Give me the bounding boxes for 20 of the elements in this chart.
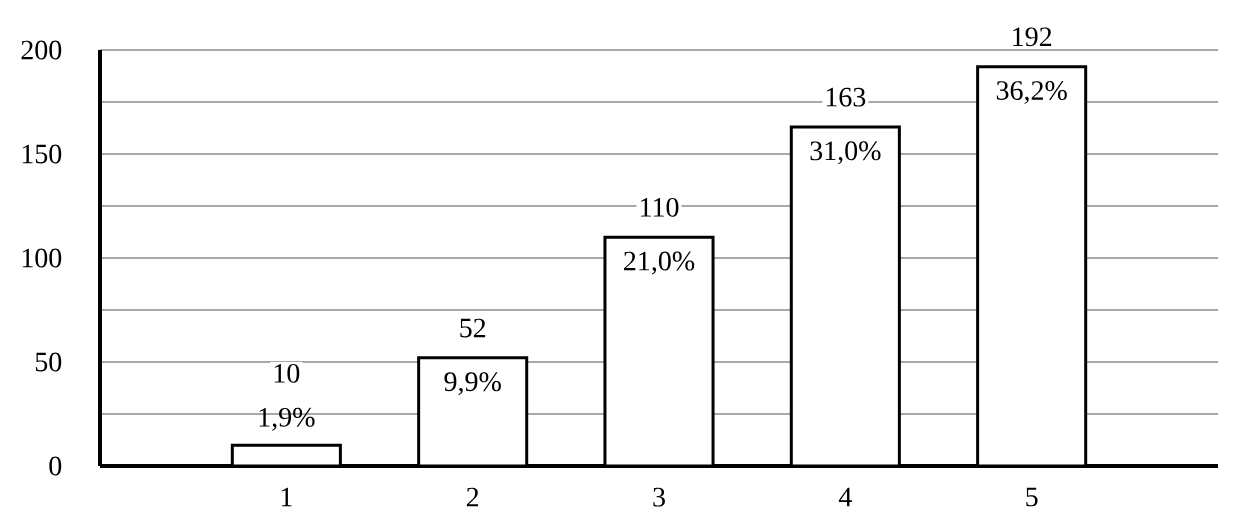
annotation: 36,2%	[996, 81, 1067, 104]
y-tick-label: 150	[22, 144, 62, 164]
annotation: 1,9%	[259, 407, 315, 431]
annotation: 31,0%	[810, 141, 881, 165]
data-label: 110	[640, 197, 679, 217]
y-tick-label: 100	[22, 248, 62, 268]
x-tick-label: 1	[281, 487, 292, 507]
x-tick-label: 3	[653, 487, 665, 507]
x-tick-label: 5	[1026, 487, 1038, 507]
data-label: 163	[826, 87, 866, 107]
annotation: 21,0%	[624, 251, 695, 275]
x-tick-label: 2	[466, 487, 479, 507]
data-label: 192	[1013, 27, 1052, 47]
data-label: 10	[274, 363, 300, 383]
annotation: 9,9%	[444, 372, 501, 396]
data-label: 52	[460, 318, 486, 338]
y-tick-label: 50	[35, 352, 62, 372]
x-tick-label: 4	[838, 487, 852, 507]
y-tick-label: 0	[49, 456, 62, 476]
y-tick-label: 200	[21, 40, 62, 60]
